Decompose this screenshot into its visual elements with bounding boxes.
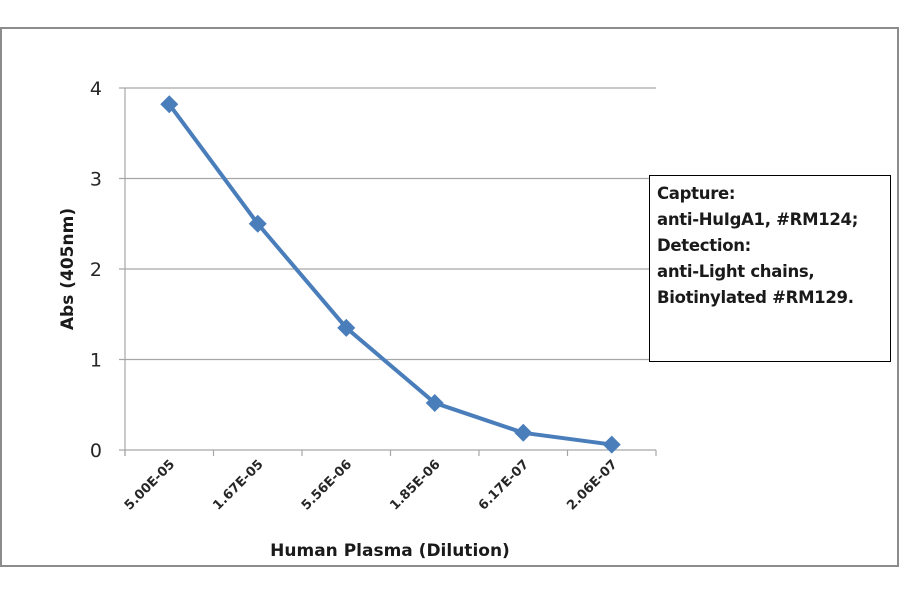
series-line bbox=[167, 103, 613, 447]
diamond-marker-icon bbox=[248, 214, 267, 233]
x-tick-label: 1.85E-06 bbox=[387, 457, 443, 513]
diamond-marker-icon bbox=[602, 435, 621, 454]
data-markers bbox=[160, 95, 621, 454]
annotation-line-capture-antibody: anti-HuIgA1, #RM124; bbox=[657, 210, 859, 229]
x-tick-label: 6.17E-07 bbox=[476, 457, 532, 513]
x-tick-label: 5.56E-06 bbox=[299, 457, 355, 513]
diamond-marker-icon bbox=[514, 423, 533, 442]
annotation-line-detection-antibody: anti-Light chains, bbox=[657, 262, 815, 281]
diamond-marker-icon bbox=[337, 318, 356, 337]
annotation-line-capture: Capture: bbox=[657, 184, 736, 203]
diamond-marker-icon bbox=[425, 393, 444, 412]
y-tick-label: 1 bbox=[90, 350, 102, 372]
annotation-line-detection: Detection: bbox=[657, 236, 751, 255]
y-tick-label: 3 bbox=[90, 169, 102, 191]
x-tick-label: 2.06E-07 bbox=[564, 457, 620, 513]
annotation-line-biotinylated: Biotinylated #RM129. bbox=[657, 288, 854, 307]
diamond-marker-icon bbox=[160, 95, 179, 114]
x-axis-title: Human Plasma (Dilution) bbox=[270, 541, 510, 561]
y-tick-label: 0 bbox=[90, 440, 102, 462]
annotation-box: Capture: anti-HuIgA1, #RM124; Detection:… bbox=[649, 175, 891, 362]
x-axis-ticks: 5.00E-05 1.67E-05 5.56E-06 1.85E-06 6.17E-07… bbox=[122, 450, 657, 513]
x-tick-label: 1.67E-05 bbox=[210, 457, 266, 513]
y-axis-title: Abs (405nm) bbox=[58, 208, 78, 330]
y-axis-ticks: 0 1 2 3 4 bbox=[90, 78, 102, 462]
y-tick-label: 2 bbox=[90, 259, 102, 281]
y-tick-label: 4 bbox=[90, 78, 102, 100]
x-tick-label: 5.00E-05 bbox=[122, 457, 178, 513]
gridlines bbox=[119, 87, 656, 361]
